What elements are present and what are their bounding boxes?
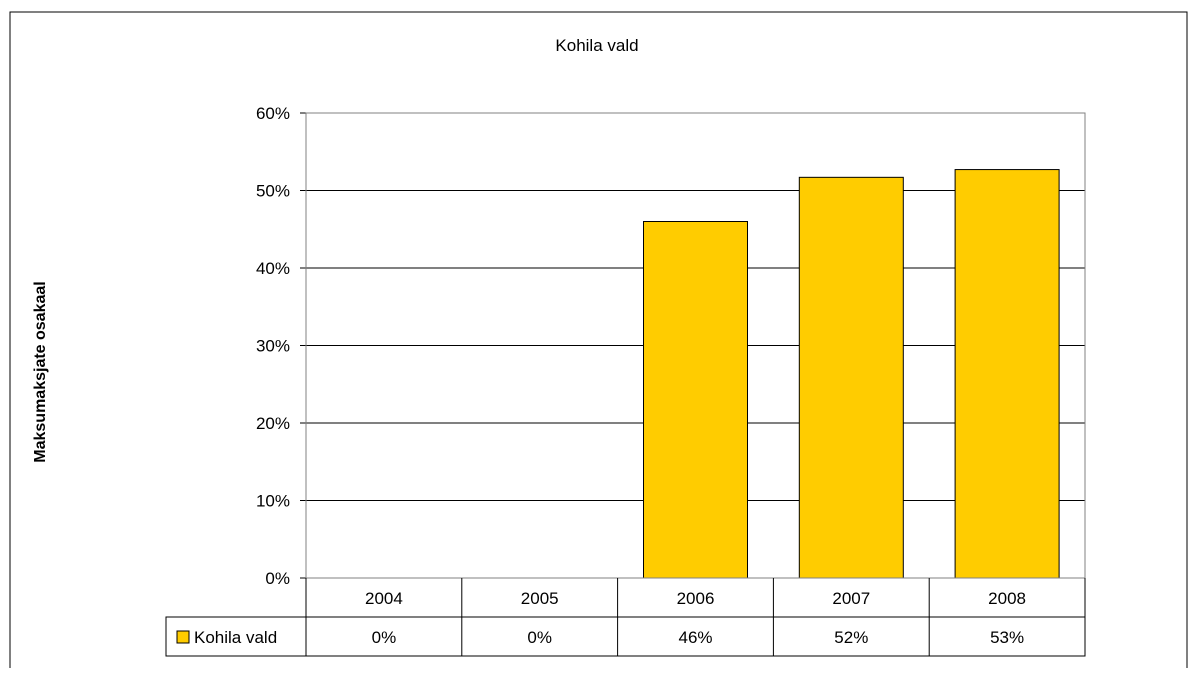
y-tick-label: 30% [256, 337, 290, 356]
y-axis-ticks: 0% 10% 20% 30% 40% 50% 60% [256, 104, 306, 588]
table-value-label: 0% [527, 628, 552, 647]
chart-title: Kohila vald [555, 36, 638, 55]
y-tick-label: 60% [256, 104, 290, 123]
table-value-label: 53% [990, 628, 1024, 647]
bar-2007 [798, 176, 904, 579]
y-tick-label: 10% [256, 492, 290, 511]
bar-2006 [643, 221, 748, 579]
table-category-label: 2007 [832, 589, 870, 608]
y-tick-label: 50% [256, 182, 290, 201]
table-value-label: 46% [678, 628, 712, 647]
legend-label: Kohila vald [194, 628, 277, 647]
table-value-label: 52% [834, 628, 868, 647]
y-tick-label: 40% [256, 259, 290, 278]
table-value-label: 0% [372, 628, 397, 647]
table-category-label: 2005 [521, 589, 559, 608]
table-category-label: 2004 [365, 589, 403, 608]
bars [643, 169, 1060, 579]
plot-area-border [305, 112, 1086, 579]
table-category-label: 2008 [988, 589, 1026, 608]
legend-swatch [176, 630, 190, 644]
table-category-label: 2006 [677, 589, 715, 608]
y-axis-label: Maksumaksjate osakaal [32, 281, 49, 462]
y-tick-label: 0% [265, 569, 290, 588]
data-table: 2004 0% 2005 0% 2006 46% 2007 52% 2008 53% Kohila … [165, 578, 1086, 657]
y-tick-label: 20% [256, 414, 290, 433]
bar-2008 [954, 169, 1060, 579]
